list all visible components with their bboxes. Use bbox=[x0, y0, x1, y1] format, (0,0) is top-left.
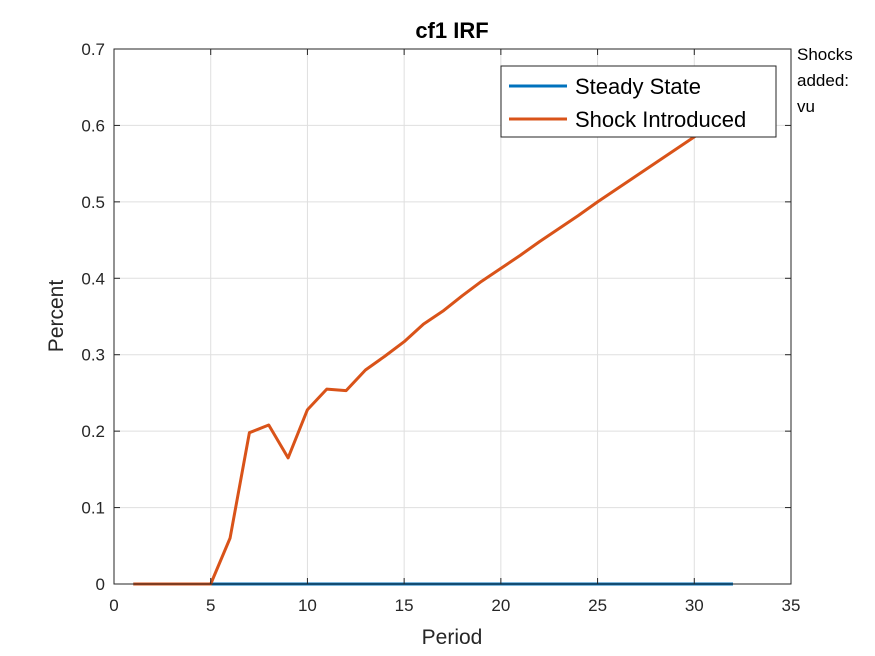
annotation-line-3: vu bbox=[797, 97, 815, 116]
ticks: 0 5 10 15 20 25 30 35 0 0.1 0.2 0.3 0.4 0.5 0.6 0.7 bbox=[81, 40, 800, 615]
y-tick-label: 0 bbox=[96, 575, 105, 594]
plot-frame bbox=[113, 48, 792, 585]
x-tick-label: 10 bbox=[298, 596, 317, 615]
chart-title: cf1 IRF bbox=[415, 18, 488, 43]
legend-box bbox=[500, 65, 777, 138]
legend-label-steady-state: Steady State bbox=[575, 74, 701, 99]
legend: Steady State Shock Introduced bbox=[500, 65, 777, 138]
x-tick-label: 25 bbox=[588, 596, 607, 615]
x-tick-label: 5 bbox=[206, 596, 215, 615]
x-tick-label: 35 bbox=[782, 596, 801, 615]
shocks-annotation: Shocks added: vu bbox=[797, 45, 853, 116]
legend-label-shock-introduced: Shock Introduced bbox=[575, 107, 746, 132]
plot-area bbox=[114, 49, 791, 584]
y-tick-label: 0.3 bbox=[81, 346, 105, 365]
y-tick-label: 0.4 bbox=[81, 269, 105, 288]
annotation-line-1: Shocks bbox=[797, 45, 853, 64]
annotation-line-2: added: bbox=[797, 71, 849, 90]
x-tick-label: 15 bbox=[395, 596, 414, 615]
x-tick-label: 0 bbox=[109, 596, 118, 615]
shock-introduced-line bbox=[133, 111, 734, 586]
y-tick-label: 0.6 bbox=[81, 116, 105, 135]
y-tick-label: 0.2 bbox=[81, 422, 105, 441]
y-tick-label: 0.7 bbox=[81, 40, 105, 59]
y-tick-label: 0.5 bbox=[81, 193, 105, 212]
x-tick-label: 30 bbox=[685, 596, 704, 615]
y-tick-label: 0.1 bbox=[81, 499, 105, 518]
y-axis-title: Percent bbox=[45, 280, 68, 353]
x-axis-title: Period bbox=[422, 626, 483, 649]
x-tick-label: 20 bbox=[491, 596, 510, 615]
